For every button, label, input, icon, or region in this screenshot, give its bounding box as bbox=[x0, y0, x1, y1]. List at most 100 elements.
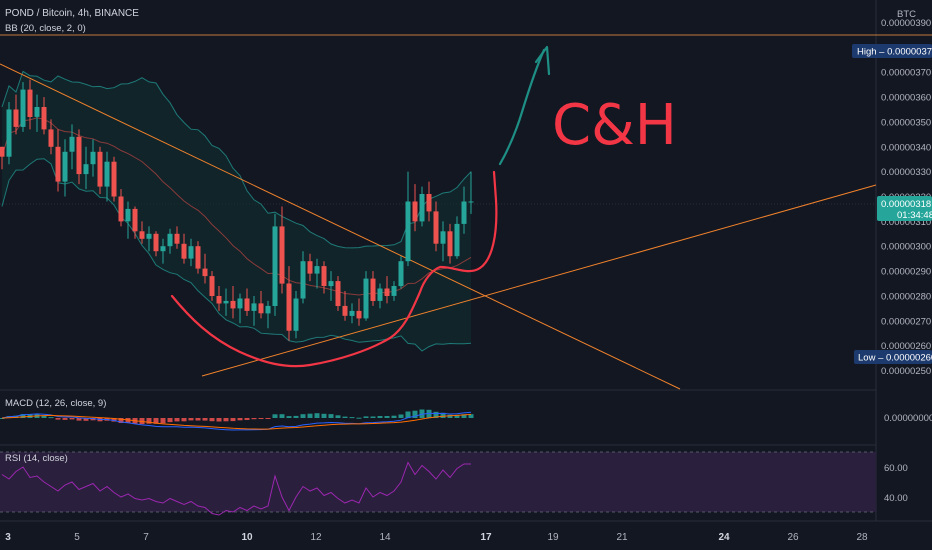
time-axis[interactable]: 3 5 7 10 12 14 17 19 21 24 26 28 bbox=[5, 532, 868, 543]
price-tick: 0.00000390 bbox=[881, 18, 931, 29]
bb-indicator-label[interactable]: BB (20, close, 2, 0) bbox=[5, 23, 86, 34]
macd-histogram-bar bbox=[405, 411, 411, 418]
candle bbox=[69, 124, 75, 170]
candle bbox=[440, 221, 446, 262]
candle-body bbox=[293, 298, 299, 331]
macd-histogram-bar bbox=[251, 418, 257, 420]
macd-histogram-bar bbox=[468, 414, 474, 418]
candle-body bbox=[286, 283, 292, 331]
macd-histogram-bar bbox=[13, 415, 19, 418]
candle-body bbox=[237, 298, 243, 309]
ascending-trendline[interactable] bbox=[201, 184, 877, 377]
price-tick: 0.00000270 bbox=[881, 316, 931, 327]
candle-body bbox=[181, 243, 187, 259]
rsi-line bbox=[1, 461, 471, 516]
candle-body bbox=[258, 303, 264, 314]
time-tick: 21 bbox=[616, 532, 628, 543]
macd-histogram-bar bbox=[461, 414, 467, 418]
candle-body bbox=[426, 194, 432, 212]
time-tick: 14 bbox=[379, 532, 391, 543]
macd-histogram-bar bbox=[454, 414, 460, 418]
macd-histogram-bar bbox=[83, 418, 89, 421]
macd-axis-value: 0.00000000 bbox=[884, 413, 932, 424]
candle bbox=[314, 258, 320, 289]
macd-histogram-bar bbox=[265, 418, 271, 419]
macd-histogram-bar bbox=[216, 418, 222, 422]
macd-histogram-bar bbox=[223, 418, 229, 422]
trendlines[interactable] bbox=[0, 63, 877, 390]
macd-histogram-bar bbox=[377, 416, 383, 418]
macd-histogram-bar bbox=[321, 413, 327, 418]
macd-histogram-bar bbox=[181, 418, 187, 422]
candle bbox=[398, 256, 404, 289]
time-tick: 17 bbox=[480, 532, 492, 543]
candle bbox=[230, 286, 236, 319]
candle bbox=[328, 271, 334, 301]
breakout-arrow-head[interactable] bbox=[534, 45, 551, 76]
candle-body bbox=[62, 151, 68, 182]
bb-upper-band bbox=[1, 70, 472, 249]
candle bbox=[286, 266, 292, 341]
price-tick: 0.00000290 bbox=[881, 267, 931, 278]
macd-signal-line bbox=[1, 413, 472, 430]
candle-body bbox=[202, 268, 208, 277]
descending-trendline[interactable] bbox=[0, 63, 681, 390]
candle-body bbox=[272, 226, 278, 306]
rsi-tick-40: 40.00 bbox=[884, 493, 908, 504]
candle-body bbox=[20, 89, 26, 127]
macd-histogram-bar bbox=[412, 410, 418, 418]
candle bbox=[160, 238, 166, 264]
macd-histogram-bar bbox=[125, 418, 131, 424]
candle-body bbox=[6, 109, 12, 157]
price-tick: 0.00000260 bbox=[881, 341, 931, 352]
macd-histogram-bar bbox=[230, 418, 236, 422]
macd-histogram-bar bbox=[293, 415, 299, 418]
candle-body bbox=[174, 233, 180, 244]
candle bbox=[244, 288, 250, 316]
macd-histogram-bar bbox=[20, 414, 26, 418]
candle bbox=[265, 300, 271, 329]
candle bbox=[153, 231, 159, 257]
candle bbox=[300, 251, 306, 304]
macd-histogram-bar bbox=[62, 418, 68, 420]
macd-histogram-bar bbox=[426, 409, 432, 418]
candle bbox=[454, 216, 460, 259]
macd-histogram-bar bbox=[174, 418, 180, 422]
candle-body bbox=[34, 107, 40, 117]
breakout-arrow-shaft[interactable] bbox=[498, 48, 546, 166]
symbol-title[interactable]: POND / Bitcoin, 4h, BINANCE bbox=[5, 8, 139, 19]
macd-histogram-bar bbox=[153, 418, 159, 424]
candle-body bbox=[97, 151, 103, 187]
candle-body bbox=[244, 298, 250, 311]
candle-body bbox=[440, 231, 446, 244]
candle bbox=[356, 298, 362, 326]
macd-histogram-bar bbox=[76, 418, 82, 421]
macd-histogram-bar bbox=[328, 414, 334, 418]
macd-histogram-bar bbox=[167, 418, 173, 423]
macd-histogram-bar bbox=[356, 417, 362, 419]
macd-histogram-bar bbox=[90, 418, 96, 421]
candle-body bbox=[13, 109, 19, 127]
candle-body bbox=[230, 300, 236, 309]
candle-body bbox=[125, 208, 131, 222]
macd-label: MACD (12, 26, close, 9) bbox=[5, 398, 106, 409]
candle bbox=[321, 261, 327, 294]
candle-body bbox=[356, 310, 362, 319]
candle bbox=[307, 253, 313, 282]
candle bbox=[258, 291, 264, 319]
candle-body bbox=[160, 246, 166, 252]
candle bbox=[188, 238, 194, 267]
cup-and-handle-drawing[interactable] bbox=[170, 170, 498, 368]
macd-histogram-bar bbox=[237, 418, 243, 421]
annotation-text[interactable]: C&H bbox=[552, 93, 677, 158]
candle-body bbox=[419, 194, 425, 222]
price-tick: 0.00000370 bbox=[881, 68, 931, 79]
candle-body bbox=[384, 288, 390, 296]
candle bbox=[41, 97, 47, 135]
candle bbox=[370, 271, 376, 306]
rsi-band-fill bbox=[0, 452, 876, 512]
candle-body bbox=[342, 305, 348, 316]
macd-histogram-bar bbox=[307, 413, 313, 418]
macd-histogram-bar bbox=[349, 417, 355, 419]
